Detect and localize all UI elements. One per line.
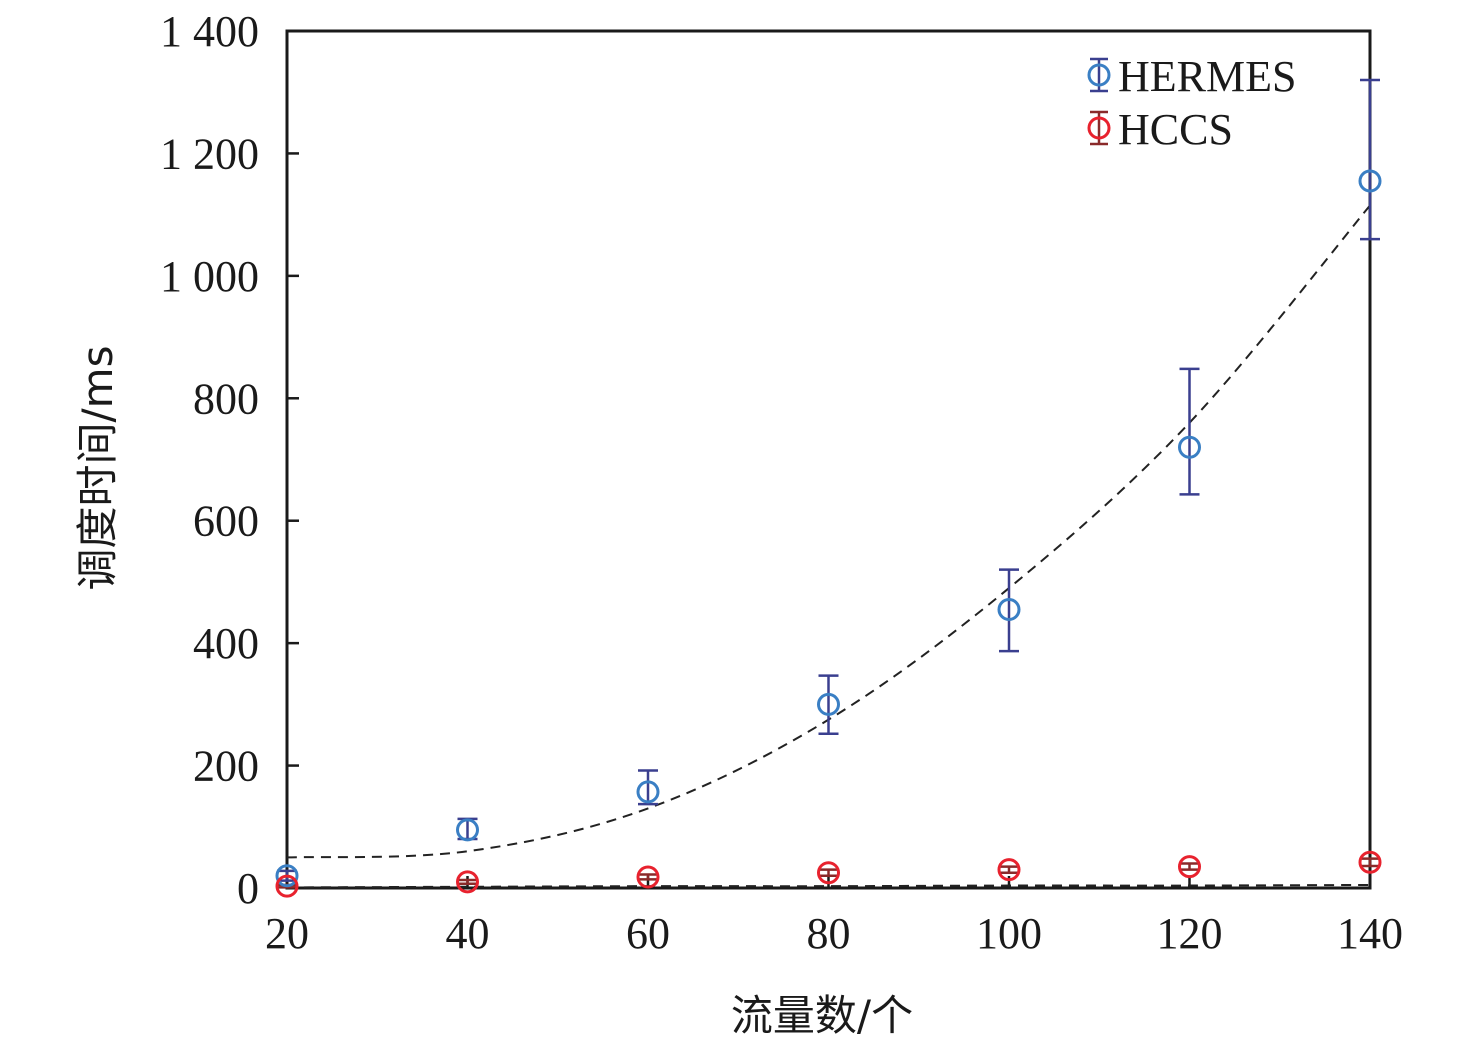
y-tick-label: 800	[193, 374, 259, 423]
hccs-point	[997, 858, 1021, 882]
hermes-point	[636, 780, 660, 804]
legend-hermes-label: HERMES	[1118, 52, 1296, 101]
hccs-point	[456, 870, 479, 894]
legend-hermes-marker	[1087, 63, 1111, 87]
hermes-point	[1358, 169, 1382, 193]
hermes-point	[275, 864, 299, 888]
tick-labels: 0 200 400 600 800 1 000 1 200 1 400 20 40 60 80 100 1…	[160, 7, 1403, 958]
x-axis-label: 流量数/个	[731, 991, 913, 1040]
y-tick-label: 200	[193, 742, 259, 791]
hccs-trend-line	[286, 883, 1371, 889]
x-tick-label: 100	[976, 909, 1042, 958]
y-tick-label: 1 200	[160, 129, 259, 178]
axes	[285, 29, 1372, 890]
y-axis-label: 调度时间/ms	[73, 346, 122, 591]
x-tick-label: 40	[446, 909, 490, 958]
plot-frame	[285, 29, 1372, 890]
hccs-point	[636, 865, 660, 889]
hccs-point	[275, 874, 299, 898]
error-bars	[277, 78, 1380, 889]
hermes-point	[1178, 435, 1201, 459]
trend-lines	[286, 204, 1371, 889]
hccs-point	[1178, 855, 1201, 879]
hccs-point	[817, 861, 840, 885]
x-tick-label: 120	[1157, 909, 1223, 958]
y-tick-label: 1 000	[160, 252, 259, 301]
x-tick-label: 140	[1337, 909, 1403, 958]
hermes-point	[997, 597, 1021, 621]
y-tick-label: 1 400	[160, 7, 259, 56]
hermes-trend-line	[286, 204, 1371, 859]
y-tick-label: 0	[237, 864, 259, 913]
y-tick-label: 600	[193, 497, 259, 546]
legend-hccs-label: HCCS	[1118, 105, 1233, 154]
x-tick-label: 80	[807, 909, 851, 958]
x-tick-label: 60	[626, 909, 670, 958]
hccs-point	[1358, 850, 1382, 874]
y-tick-label: 400	[193, 619, 259, 668]
data-points	[275, 169, 1382, 898]
hermes-point	[817, 692, 840, 716]
x-tick-label: 20	[265, 909, 309, 958]
hermes-point	[456, 818, 479, 842]
legend-hccs-marker	[1087, 116, 1111, 140]
